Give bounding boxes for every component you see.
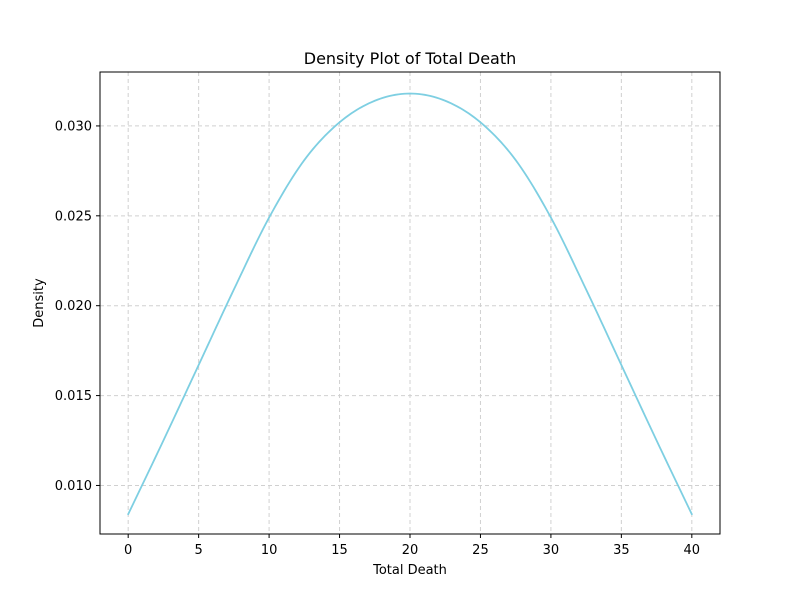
density-line xyxy=(127,92,693,516)
tick-layer: 0 5 10 15 20 25 30 35 40 0.010 0.015 0.020 0.025 0.03… xyxy=(55,119,700,558)
chart-title: Density Plot of Total Death xyxy=(304,49,517,68)
x-tick-label: 10 xyxy=(261,543,278,558)
y-tick-label: 0.010 xyxy=(55,479,92,494)
density-point xyxy=(233,289,234,290)
y-tick-label: 0.025 xyxy=(55,209,92,224)
x-tick-label: 20 xyxy=(402,543,419,558)
y-axis-label: Density xyxy=(32,278,47,328)
x-tick-label: 0 xyxy=(124,543,132,558)
density-point xyxy=(656,440,657,441)
line-layer xyxy=(127,92,693,516)
density-point xyxy=(304,159,305,160)
y-tick-label: 0.015 xyxy=(55,389,92,404)
density-point xyxy=(480,122,481,123)
density-point xyxy=(128,514,129,515)
x-tick-label: 5 xyxy=(194,543,202,558)
density-point xyxy=(445,100,446,101)
x-tick-label: 40 xyxy=(684,543,701,558)
density-point xyxy=(339,122,340,123)
x-tick-label: 30 xyxy=(543,543,560,558)
x-tick-label: 15 xyxy=(331,543,348,558)
density-point xyxy=(550,217,551,218)
density-point xyxy=(515,159,516,160)
density-point xyxy=(409,93,410,94)
density-point xyxy=(163,440,164,441)
x-axis-label: Total Death xyxy=(372,563,447,578)
grid-layer xyxy=(100,72,720,534)
density-point xyxy=(691,514,692,515)
y-tick-label: 0.020 xyxy=(55,299,92,314)
x-tick-label: 35 xyxy=(613,543,630,558)
density-point xyxy=(268,217,269,218)
density-point xyxy=(198,364,199,365)
y-tick-label: 0.030 xyxy=(55,119,92,134)
density-point xyxy=(621,364,622,365)
density-point xyxy=(586,289,587,290)
density-point xyxy=(374,100,375,101)
x-tick-label: 25 xyxy=(472,543,489,558)
